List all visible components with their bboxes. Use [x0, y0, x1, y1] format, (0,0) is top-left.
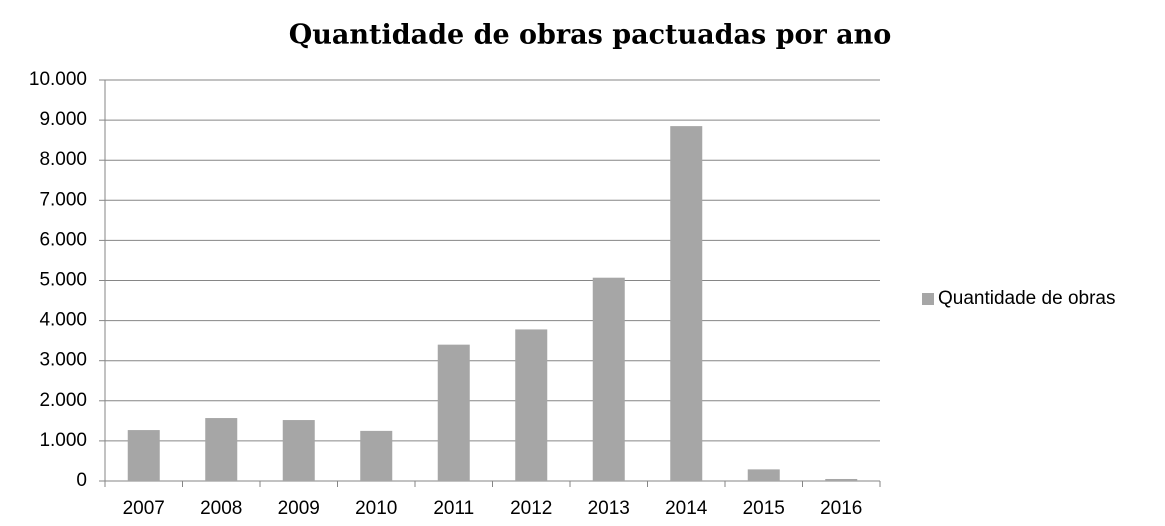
legend-swatch	[922, 293, 934, 305]
y-tick-label: 1.000	[39, 430, 87, 451]
y-tick-label: 2.000	[39, 390, 87, 411]
y-tick-label: 7.000	[39, 189, 87, 210]
x-tick-label: 2009	[278, 498, 320, 519]
y-tick-label: 9.000	[39, 109, 87, 130]
bar	[205, 418, 238, 481]
y-tick-label: 4.000	[39, 310, 87, 331]
x-tick-label: 2007	[123, 498, 165, 519]
bar	[515, 329, 548, 481]
y-tick-label: 8.000	[39, 149, 87, 170]
x-tick-label: 2010	[355, 498, 397, 519]
y-tick-label: 6.000	[39, 229, 87, 250]
x-tick-label: 2011	[433, 498, 474, 519]
bar	[437, 344, 470, 481]
y-tick-label: 0	[76, 470, 87, 491]
x-tick-label: 2013	[588, 498, 630, 519]
x-tick-label: 2015	[743, 498, 785, 519]
x-tick-label: 2014	[665, 498, 708, 519]
bar	[282, 420, 315, 481]
y-tick-label: 10.000	[29, 69, 87, 90]
x-tick-label: 2012	[510, 498, 552, 519]
x-tick-label: 2016	[820, 498, 862, 519]
y-tick-label: 3.000	[39, 350, 87, 371]
bar	[825, 478, 858, 481]
bar	[360, 430, 393, 481]
x-tick-label: 2008	[200, 498, 242, 519]
legend-label: Quantidade de obras	[938, 288, 1115, 309]
bar	[127, 430, 160, 481]
bar	[747, 469, 780, 481]
bar	[592, 277, 625, 481]
chart-title: Quantidade de obras pactuadas por ano	[289, 20, 892, 51]
bar	[670, 126, 703, 482]
y-tick-label: 5.000	[39, 270, 87, 291]
